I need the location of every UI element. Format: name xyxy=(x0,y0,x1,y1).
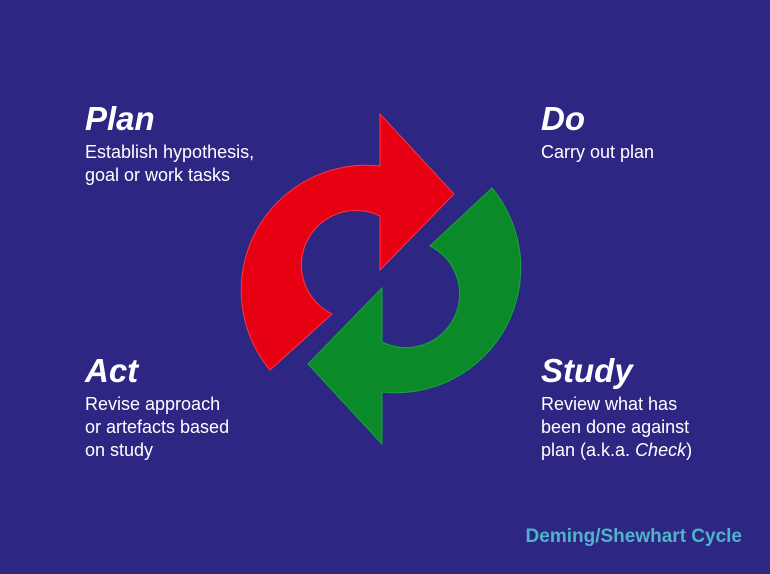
study-heading: Study xyxy=(541,352,633,389)
diagram-caption: Deming/Shewhart Cycle xyxy=(525,526,742,547)
act-description: Revise approach or artefacts based on st… xyxy=(85,393,315,462)
plan-quadrant: Plan Establish hypothesis, goal or work … xyxy=(85,101,315,187)
plan-description: Establish hypothesis, goal or work tasks xyxy=(85,141,315,187)
green-cycle-arrow-icon xyxy=(307,187,522,446)
plan-heading: Plan xyxy=(85,100,155,137)
study-description-line: Review what has xyxy=(541,394,678,414)
study-description-line: been done against xyxy=(541,417,690,437)
act-description-line: Revise approach xyxy=(85,394,221,414)
act-heading: Act xyxy=(85,352,139,389)
study-description: Review what has been done against plan (… xyxy=(541,393,761,462)
study-last-line-emphasis: Check xyxy=(635,440,687,460)
study-last-line-suffix: ) xyxy=(686,440,693,460)
act-description-line: or artefacts based xyxy=(85,417,230,437)
red-cycle-arrow-icon xyxy=(240,112,455,371)
do-quadrant: Do Carry out plan xyxy=(541,101,761,164)
do-description-line: Carry out plan xyxy=(541,142,655,162)
act-description-line: on study xyxy=(85,440,154,460)
do-description: Carry out plan xyxy=(541,141,761,164)
plan-description-line: goal or work tasks xyxy=(85,165,231,185)
act-quadrant: Act Revise approach or artefacts based o… xyxy=(85,353,315,462)
plan-description-line: Establish hypothesis, xyxy=(85,142,255,162)
study-quadrant: Study Review what has been done against … xyxy=(541,353,761,462)
do-heading: Do xyxy=(541,100,585,137)
study-last-line-prefix: plan (a.k.a. xyxy=(541,440,636,460)
cycle-arrows-graphic xyxy=(240,112,522,446)
study-description-line-last: plan (a.k.a. Check) xyxy=(541,439,761,462)
